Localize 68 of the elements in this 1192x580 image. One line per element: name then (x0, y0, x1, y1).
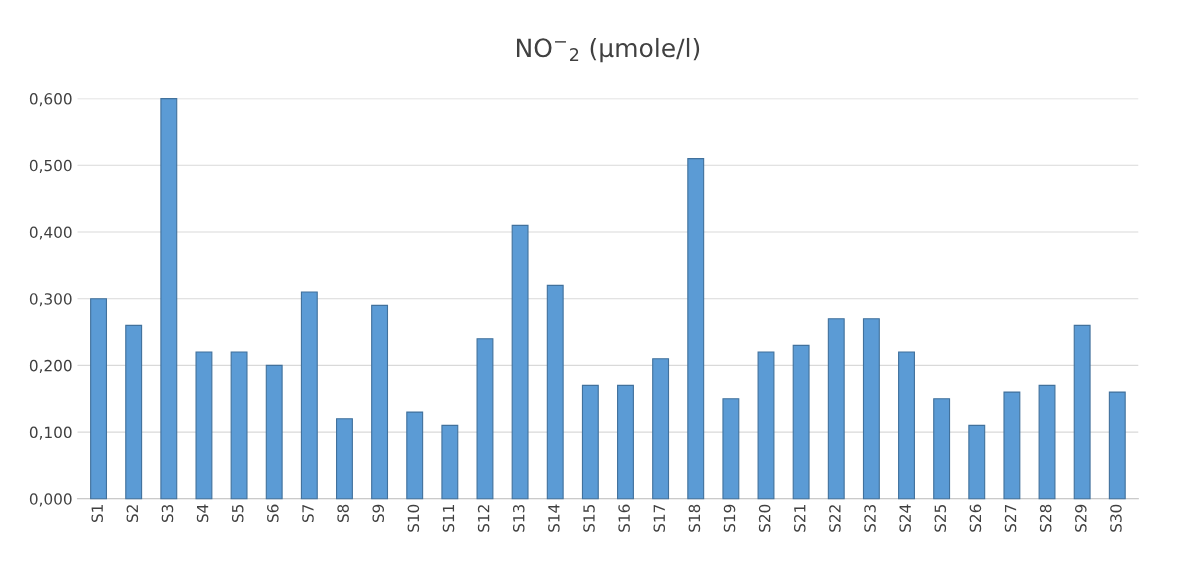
x-tick-label: S26 (969, 504, 982, 532)
x-tick-label: S30 (1110, 504, 1122, 532)
x-tick-label: S17 (653, 504, 666, 532)
x-tick-label: S1 (91, 505, 103, 523)
y-tick-label: 0,300 (29, 293, 72, 307)
bar (1003, 391, 1021, 500)
x-tick-label: S18 (688, 504, 701, 532)
bar (1038, 384, 1056, 500)
x-tick-label: S15 (583, 505, 595, 532)
bar (195, 351, 213, 500)
x-tick-label: S7 (302, 504, 314, 523)
x-tick-label: S23 (864, 504, 876, 532)
y-tick-label: 0,600 (29, 93, 72, 107)
x-tick-label: S20 (758, 504, 771, 532)
y-tick-label: 0,100 (29, 426, 72, 440)
bar (968, 424, 986, 500)
bar (581, 384, 599, 500)
bar (687, 158, 705, 500)
bar (933, 398, 951, 500)
bar (511, 224, 529, 500)
bar (827, 318, 845, 500)
bar (230, 351, 248, 500)
x-tick-label: S27 (1004, 504, 1017, 532)
x-tick-label: S22 (829, 505, 841, 532)
chart-title: NO$^{−}$$_{2}$ (μmole/l) (517, 37, 700, 63)
bar (406, 411, 424, 500)
bar (1073, 324, 1091, 500)
x-tick-label: S14 (548, 504, 560, 532)
bar (757, 351, 775, 500)
y-tick-label: 0,200 (29, 359, 72, 373)
x-tick-label: S2 (126, 505, 139, 523)
bar (300, 291, 318, 500)
x-tick-label: S25 (934, 505, 947, 532)
bar (617, 384, 634, 500)
x-tick-label: S29 (1075, 504, 1087, 532)
x-tick-label: S16 (618, 504, 630, 532)
bar (265, 364, 283, 500)
x-tick-label: S6 (267, 504, 279, 523)
x-tick-label: S19 (723, 504, 736, 532)
x-tick-label: S11 (442, 505, 455, 532)
bar (160, 98, 178, 500)
bar (546, 284, 564, 500)
x-tick-label: S24 (899, 504, 911, 532)
x-tick-label: S8 (337, 504, 349, 523)
x-tick-label: S28 (1039, 504, 1052, 532)
bar (90, 298, 108, 500)
bar (1108, 391, 1126, 500)
bar (792, 344, 810, 500)
bar (335, 418, 353, 500)
bar (722, 398, 740, 500)
x-tick-label: S4 (196, 504, 209, 523)
y-tick-label: 0,000 (29, 493, 72, 507)
x-tick-label: S10 (407, 504, 420, 532)
x-tick-label: S13 (512, 504, 525, 532)
x-tick-label: S9 (372, 504, 385, 523)
x-tick-label: S21 (794, 505, 806, 532)
bar (371, 304, 389, 500)
bar (125, 324, 143, 500)
bar (862, 318, 880, 500)
x-tick-label: S12 (477, 505, 490, 532)
bar (898, 351, 915, 500)
y-tick-label: 0,400 (29, 226, 72, 240)
x-tick-label: S5 (231, 505, 244, 523)
y-tick-label: 0,500 (29, 159, 72, 173)
bar (652, 358, 670, 500)
bar (476, 338, 494, 500)
x-tick-label: S3 (161, 504, 174, 523)
bar (441, 424, 459, 500)
